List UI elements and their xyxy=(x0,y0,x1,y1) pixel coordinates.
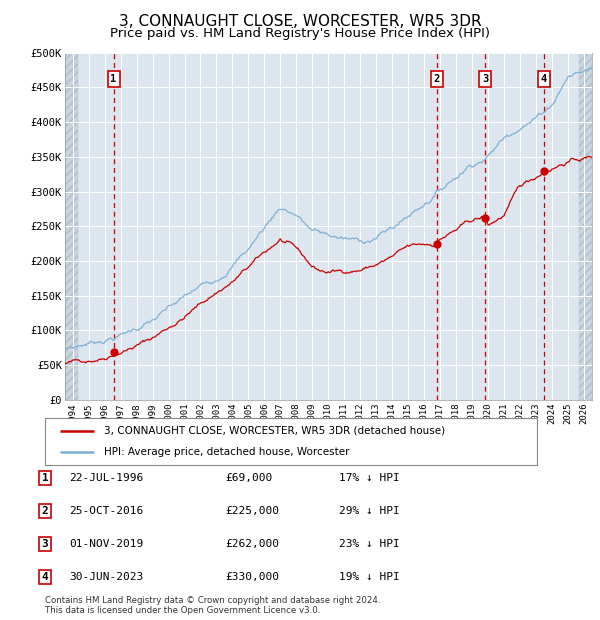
Text: 30-JUN-2023: 30-JUN-2023 xyxy=(69,572,143,582)
Text: £330,000: £330,000 xyxy=(225,572,279,582)
Text: Price paid vs. HM Land Registry's House Price Index (HPI): Price paid vs. HM Land Registry's House … xyxy=(110,27,490,40)
Text: 17% ↓ HPI: 17% ↓ HPI xyxy=(339,473,400,483)
Text: 29% ↓ HPI: 29% ↓ HPI xyxy=(339,506,400,516)
FancyBboxPatch shape xyxy=(45,418,537,465)
Text: Contains HM Land Registry data © Crown copyright and database right 2024.
This d: Contains HM Land Registry data © Crown c… xyxy=(45,596,380,615)
Text: 3, CONNAUGHT CLOSE, WORCESTER, WR5 3DR (detached house): 3, CONNAUGHT CLOSE, WORCESTER, WR5 3DR (… xyxy=(104,426,445,436)
Text: HPI: Average price, detached house, Worcester: HPI: Average price, detached house, Worc… xyxy=(104,447,350,458)
Text: 3: 3 xyxy=(41,539,49,549)
Text: 19% ↓ HPI: 19% ↓ HPI xyxy=(339,572,400,582)
Text: £262,000: £262,000 xyxy=(225,539,279,549)
Text: 23% ↓ HPI: 23% ↓ HPI xyxy=(339,539,400,549)
Text: 22-JUL-1996: 22-JUL-1996 xyxy=(69,473,143,483)
Text: 25-OCT-2016: 25-OCT-2016 xyxy=(69,506,143,516)
Bar xyxy=(65,53,77,400)
Text: 2: 2 xyxy=(41,506,49,516)
Text: 3, CONNAUGHT CLOSE, WORCESTER, WR5 3DR: 3, CONNAUGHT CLOSE, WORCESTER, WR5 3DR xyxy=(119,14,481,29)
Text: £69,000: £69,000 xyxy=(225,473,272,483)
Text: 4: 4 xyxy=(41,572,49,582)
Bar xyxy=(579,53,592,400)
Text: 4: 4 xyxy=(541,74,547,84)
Text: 1: 1 xyxy=(41,473,49,483)
Text: 3: 3 xyxy=(482,74,488,84)
Text: £225,000: £225,000 xyxy=(225,506,279,516)
Text: 2: 2 xyxy=(434,74,440,84)
Text: 01-NOV-2019: 01-NOV-2019 xyxy=(69,539,143,549)
Text: 1: 1 xyxy=(110,74,116,84)
